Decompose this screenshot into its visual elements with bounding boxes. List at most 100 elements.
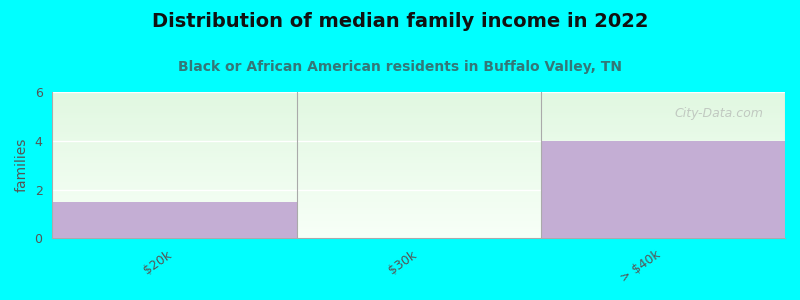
Bar	[52, 198, 785, 199]
Bar	[52, 183, 785, 184]
Bar	[52, 238, 785, 239]
Bar	[52, 127, 785, 128]
Bar	[52, 177, 785, 178]
Y-axis label: families: families	[15, 138, 29, 192]
Bar	[52, 142, 785, 143]
Bar	[52, 157, 785, 158]
Bar	[52, 182, 785, 183]
Bar	[52, 159, 785, 160]
Bar	[52, 217, 785, 218]
Bar	[52, 200, 785, 201]
Bar	[52, 101, 785, 102]
Bar	[52, 188, 785, 189]
Bar	[52, 204, 785, 205]
Bar	[52, 102, 785, 103]
Bar	[52, 178, 785, 179]
Bar	[52, 227, 785, 228]
Bar	[52, 115, 785, 116]
Bar	[52, 94, 785, 95]
Bar	[52, 161, 785, 162]
Bar	[52, 96, 785, 97]
Bar	[52, 125, 785, 126]
Bar	[52, 95, 785, 96]
Bar	[52, 149, 785, 150]
Bar	[52, 226, 785, 227]
Bar	[52, 213, 785, 214]
Bar	[52, 126, 785, 127]
Bar	[52, 237, 785, 238]
Bar	[52, 166, 785, 167]
Bar	[52, 172, 785, 173]
Bar	[52, 120, 785, 121]
Bar	[52, 211, 785, 212]
Bar	[52, 229, 785, 230]
Bar	[52, 107, 785, 108]
Bar	[52, 93, 785, 94]
Text: City-Data.com: City-Data.com	[674, 106, 763, 120]
Bar	[52, 122, 785, 123]
Bar	[52, 165, 785, 166]
Bar	[52, 180, 785, 181]
Bar	[52, 164, 785, 165]
Bar	[52, 112, 785, 113]
Bar	[52, 216, 785, 217]
Bar	[52, 233, 785, 234]
Bar	[52, 189, 785, 190]
Bar	[52, 206, 785, 207]
Bar	[52, 135, 785, 136]
Bar	[52, 219, 785, 220]
Bar	[52, 141, 785, 142]
Bar	[52, 222, 785, 223]
Bar	[52, 108, 785, 109]
Bar	[52, 171, 785, 172]
Bar	[52, 136, 785, 137]
Bar	[52, 203, 785, 204]
Bar	[52, 103, 785, 104]
Bar	[52, 184, 785, 185]
Bar	[52, 140, 785, 141]
Bar	[52, 181, 785, 182]
Bar	[52, 100, 785, 101]
Text: Distribution of median family income in 2022: Distribution of median family income in …	[152, 12, 648, 31]
Bar	[52, 205, 785, 206]
Bar	[52, 143, 785, 144]
Bar	[52, 202, 785, 203]
Bar	[52, 179, 785, 180]
Bar	[52, 173, 785, 174]
Bar	[52, 152, 785, 153]
Bar	[52, 123, 785, 124]
Bar	[52, 234, 785, 235]
Bar	[52, 194, 785, 195]
Bar	[52, 97, 785, 98]
Bar	[52, 190, 785, 191]
Bar	[52, 155, 785, 156]
Bar	[52, 131, 785, 132]
Bar	[52, 236, 785, 237]
Bar	[52, 147, 785, 148]
Bar	[52, 129, 785, 130]
Bar	[52, 110, 785, 111]
Bar	[52, 137, 785, 138]
Bar	[52, 118, 785, 119]
Bar	[52, 218, 785, 219]
Bar	[52, 160, 785, 161]
Bar	[52, 193, 785, 194]
Bar	[52, 230, 785, 231]
Bar	[52, 98, 785, 99]
Bar	[52, 223, 785, 224]
Bar	[52, 175, 785, 176]
Bar	[52, 119, 785, 120]
Bar	[52, 163, 785, 164]
Bar	[52, 168, 785, 169]
Bar	[52, 105, 785, 106]
Bar	[52, 174, 785, 175]
Bar	[52, 209, 785, 210]
Bar	[52, 221, 785, 222]
Bar	[52, 146, 785, 147]
Bar	[52, 235, 785, 236]
Bar	[52, 117, 785, 118]
Bar	[52, 132, 785, 133]
Bar	[52, 169, 785, 170]
Bar	[541, 141, 785, 238]
Bar	[52, 232, 785, 233]
